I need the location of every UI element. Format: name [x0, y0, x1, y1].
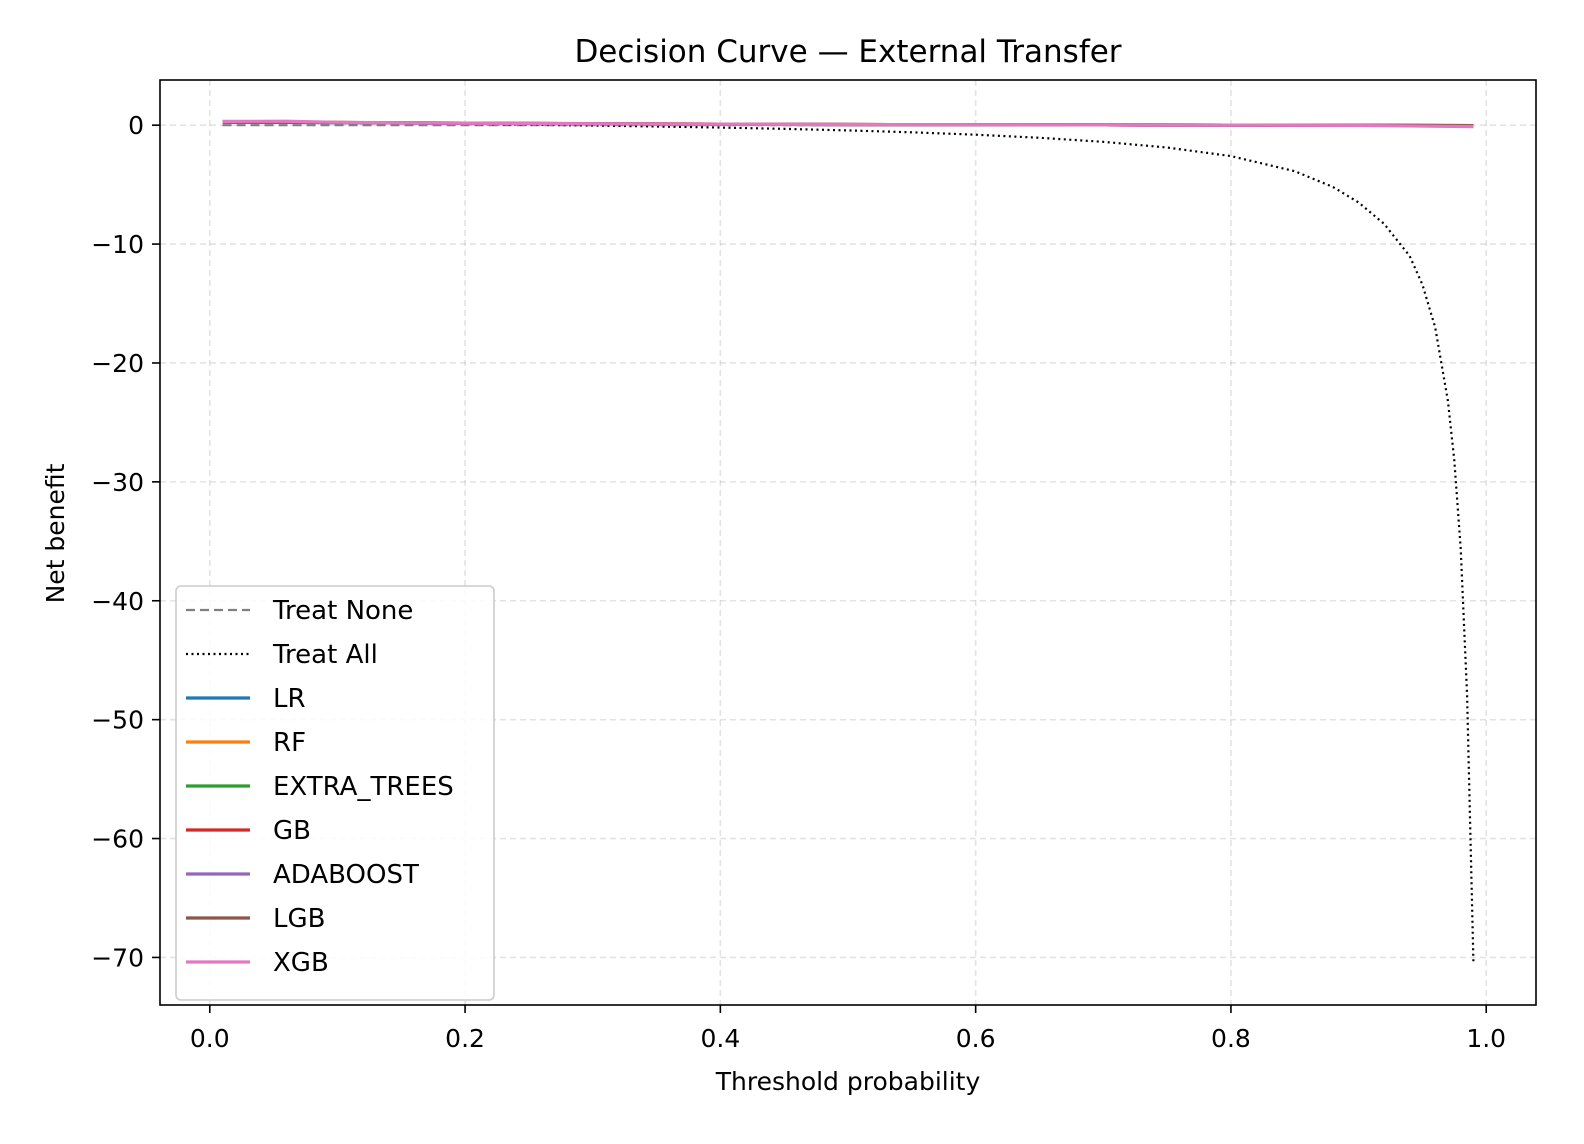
grid — [160, 80, 1536, 1005]
legend-label-xgb: XGB — [273, 948, 329, 978]
legend-label-lr: LR — [273, 684, 306, 714]
series-line-treat-all — [222, 120, 1475, 964]
x-tick-label: 0.0 — [190, 1024, 230, 1053]
y-tick-label: −50 — [91, 706, 144, 735]
y-tick-label: 0 — [128, 111, 144, 140]
x-axis-ticks: 0.0 0.2 0.4 0.6 0.8 1.0 — [190, 1005, 1506, 1053]
legend-label-adaboost: ADABOOST — [273, 860, 419, 890]
y-axis-title: Net benefit — [41, 463, 70, 603]
chart-title: Decision Curve — External Transfer — [574, 34, 1121, 70]
legend-box — [175, 585, 495, 1001]
y-tick-label: −10 — [91, 230, 144, 259]
legend-label-treat-none: Treat None — [272, 596, 413, 626]
legend-label-gb: GB — [273, 816, 311, 846]
x-tick-label: 0.6 — [956, 1024, 996, 1053]
y-tick-label: −70 — [91, 943, 144, 972]
y-tick-label: −20 — [91, 349, 144, 378]
legend-label-rf: RF — [273, 728, 306, 758]
y-axis-ticks: 0 −10 −20 −30 −40 −50 −60 −70 — [91, 111, 160, 972]
plot-frame — [159, 79, 1537, 1006]
plot-lines — [222, 119, 1475, 964]
legend-label-lgb: LGB — [273, 904, 325, 934]
x-axis-title: Threshold probability — [715, 1067, 981, 1096]
x-tick-label: 0.2 — [445, 1024, 485, 1053]
x-tick-label: 0.8 — [1211, 1024, 1251, 1053]
legend-label-treat-all: Treat All — [272, 640, 378, 670]
series-line-xgb — [222, 119, 1474, 129]
y-tick-label: −40 — [91, 587, 144, 616]
y-tick-label: −30 — [91, 468, 144, 497]
legend: Treat None Treat All LR RF EXTRA_TREES GB ADAB… — [175, 585, 495, 1001]
y-tick-label: −60 — [91, 825, 144, 854]
x-tick-label: 0.4 — [700, 1024, 740, 1053]
legend-label-extra-trees: EXTRA_TREES — [273, 772, 454, 802]
x-tick-label: 1.0 — [1466, 1024, 1506, 1053]
